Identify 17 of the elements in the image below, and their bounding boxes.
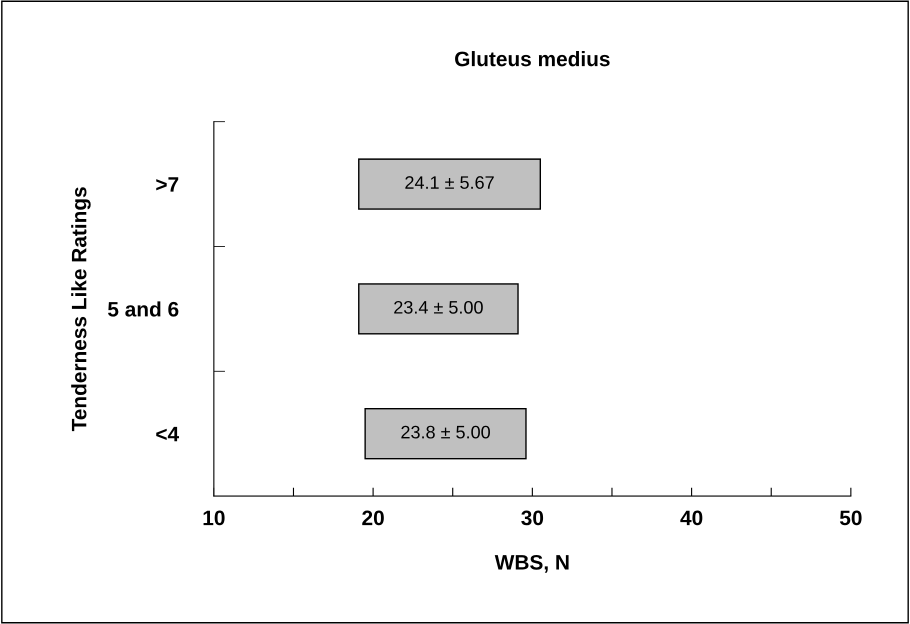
x-axis-title: WBS, N bbox=[494, 554, 569, 573]
bar bbox=[358, 283, 519, 335]
x-tick-label: 20 bbox=[362, 510, 384, 526]
y-tick-label: <4 bbox=[156, 426, 180, 442]
annotation: 23.4 ± 5.00 bbox=[394, 300, 483, 314]
chart-title: Gluteus medius bbox=[455, 51, 610, 66]
bar bbox=[358, 158, 542, 210]
bar bbox=[364, 408, 527, 460]
y-axis-title: Tenderness Like Ratings bbox=[71, 187, 91, 432]
annotation: 24.1 ± 5.67 bbox=[405, 176, 494, 189]
x-tick-label: 10 bbox=[204, 510, 225, 526]
x-tick-label: 40 bbox=[680, 510, 702, 526]
x-tick-label: 50 bbox=[840, 510, 862, 526]
y-tick-label: 5 and 6 bbox=[108, 301, 178, 317]
y-tick-label: >7 bbox=[156, 177, 178, 192]
annotation: 23.8 ± 5.00 bbox=[401, 426, 490, 439]
x-tick-label: 30 bbox=[521, 510, 544, 526]
